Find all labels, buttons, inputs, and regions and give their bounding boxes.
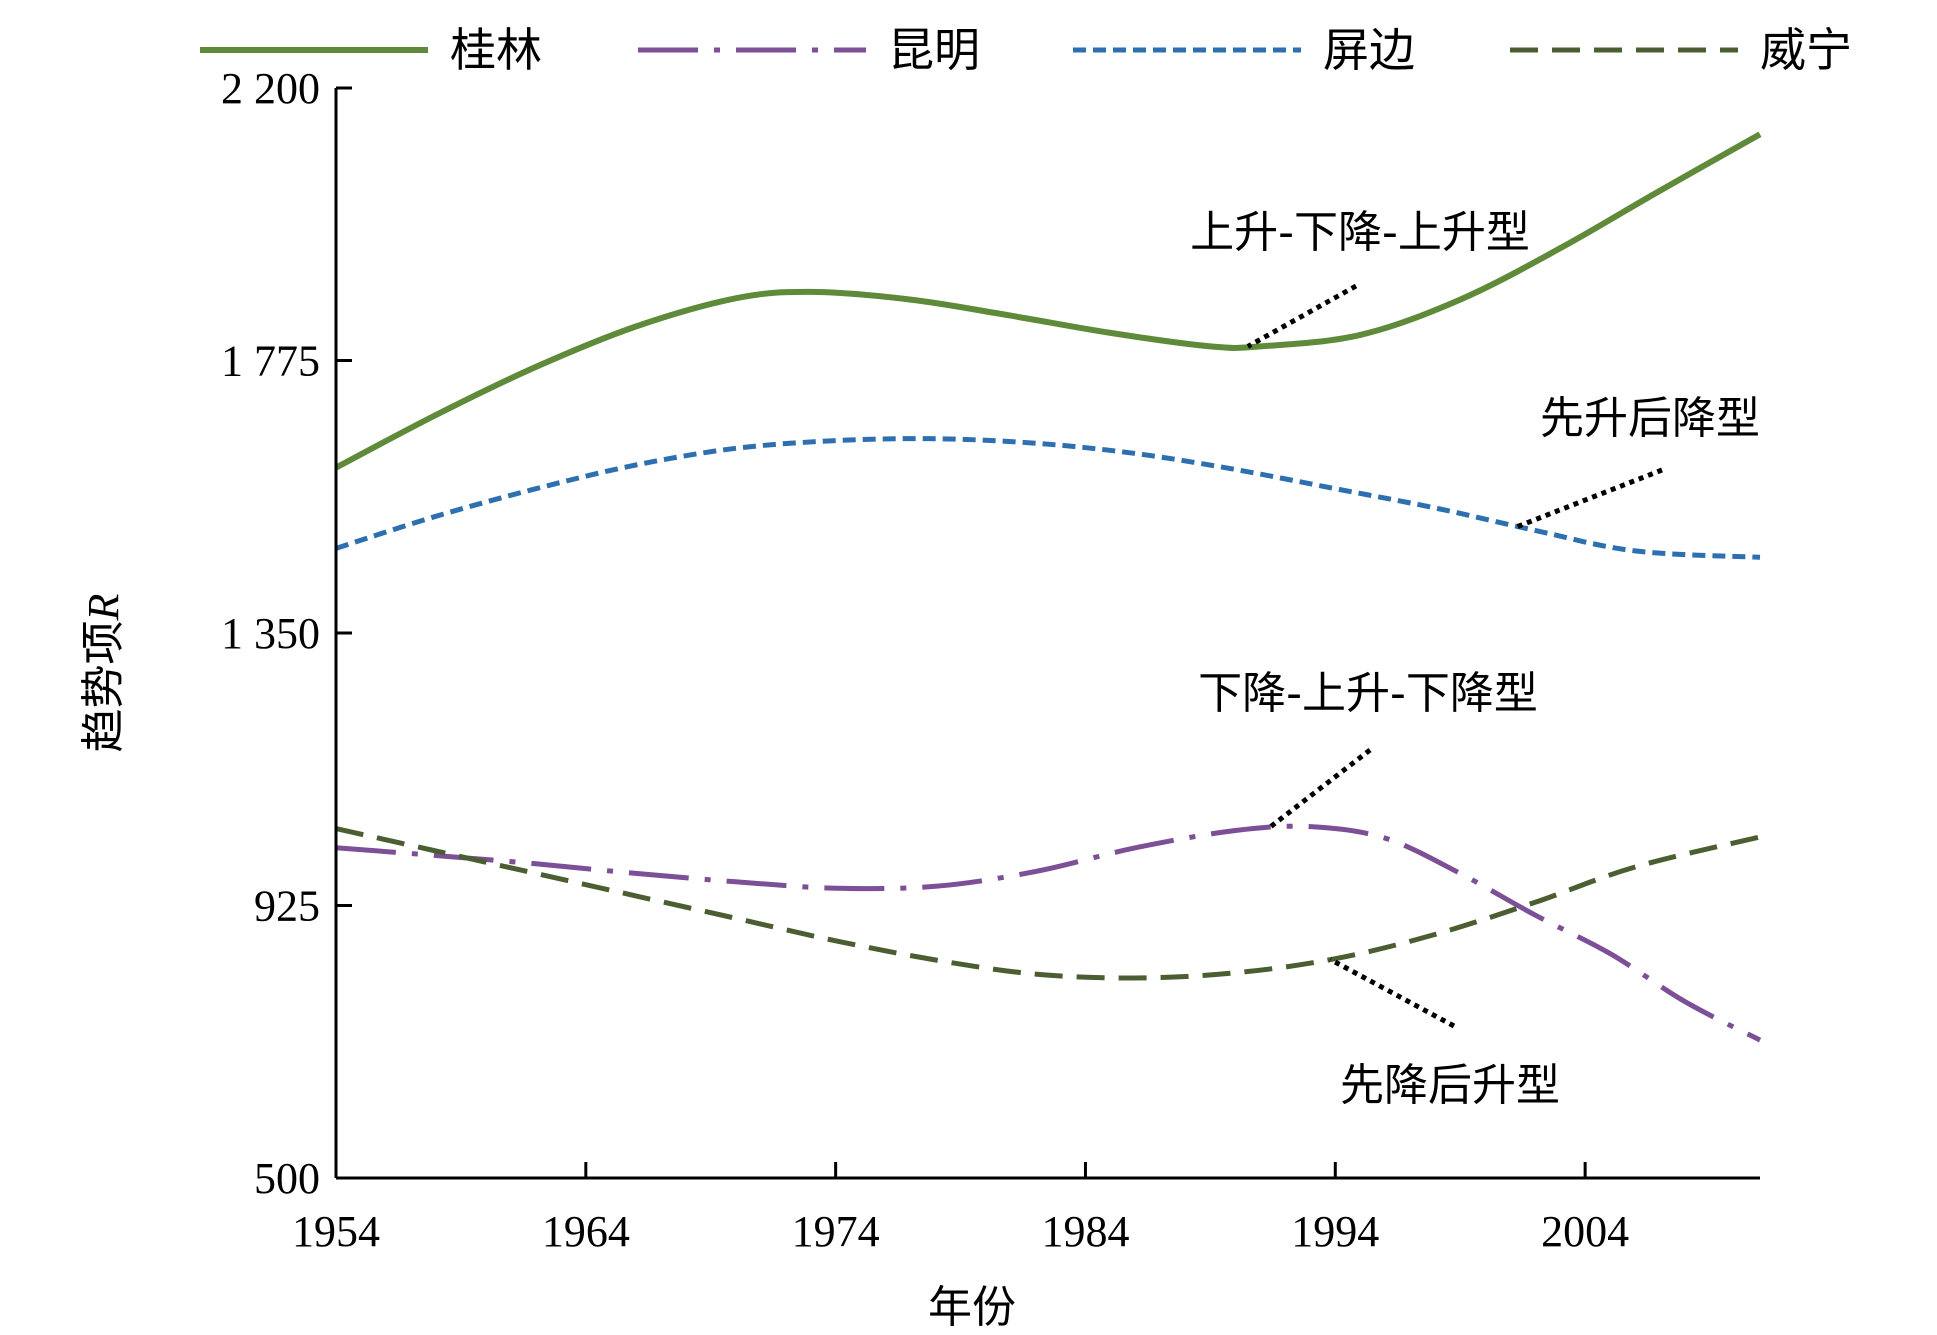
legend-label-weining: 威宁 bbox=[1760, 23, 1852, 77]
annotation-leader bbox=[1266, 748, 1372, 831]
annotation-leader bbox=[1329, 957, 1456, 1029]
y-tick-label: 925 bbox=[254, 882, 320, 931]
annotation-label: 上升-下降-上升型 bbox=[1190, 207, 1530, 258]
y-axis-title: 趋势项R bbox=[78, 593, 129, 752]
series-line-guilin bbox=[334, 131, 1762, 471]
legend-label-guilin: 桂林 bbox=[450, 23, 542, 77]
series-line-pingbian bbox=[335, 436, 1761, 560]
x-tick-label: 1964 bbox=[542, 1207, 630, 1256]
x-tick-label: 1954 bbox=[292, 1207, 380, 1256]
plot-lines bbox=[334, 131, 1762, 1043]
annotation-leader bbox=[1516, 467, 1663, 529]
annotation-label: 先降后升型 bbox=[1340, 1060, 1560, 1111]
y-axis-title-main: 趋势项 bbox=[78, 620, 129, 752]
y-tick-label: 500 bbox=[254, 1154, 320, 1203]
y-axis-title-italic: R bbox=[79, 593, 128, 621]
annotation-leader bbox=[1246, 283, 1358, 349]
x-tick-label: 2004 bbox=[1541, 1207, 1629, 1256]
legend: 桂林 昆明 屏边 威宁 bbox=[200, 23, 1852, 77]
y-tick-label: 2 200 bbox=[221, 64, 320, 113]
x-tick-label: 1994 bbox=[1291, 1207, 1379, 1256]
y-ticks: 500 925 1 350 1 775 2 200 bbox=[221, 64, 352, 1203]
x-tick-label: 1974 bbox=[792, 1207, 880, 1256]
legend-label-kunming: 昆明 bbox=[888, 23, 980, 77]
y-tick-label: 1 775 bbox=[221, 337, 320, 386]
annotation-label: 下降-上升-下降型 bbox=[1198, 668, 1538, 719]
x-axis-title: 年份 bbox=[928, 1282, 1016, 1333]
axes bbox=[334, 88, 1760, 1180]
series-line-weining bbox=[335, 826, 1761, 981]
y-tick-label: 1 350 bbox=[221, 609, 320, 658]
series-line-kunming bbox=[335, 823, 1762, 1043]
x-ticks: 1954 1964 1974 1984 1994 2004 bbox=[292, 1162, 1629, 1256]
legend-label-pingbian: 屏边 bbox=[1323, 23, 1415, 77]
annotation-label: 先升后降型 bbox=[1540, 393, 1760, 444]
x-tick-label: 1984 bbox=[1041, 1207, 1129, 1256]
